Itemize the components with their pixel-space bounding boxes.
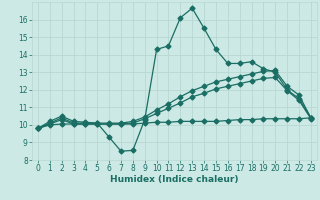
X-axis label: Humidex (Indice chaleur): Humidex (Indice chaleur) [110, 175, 239, 184]
